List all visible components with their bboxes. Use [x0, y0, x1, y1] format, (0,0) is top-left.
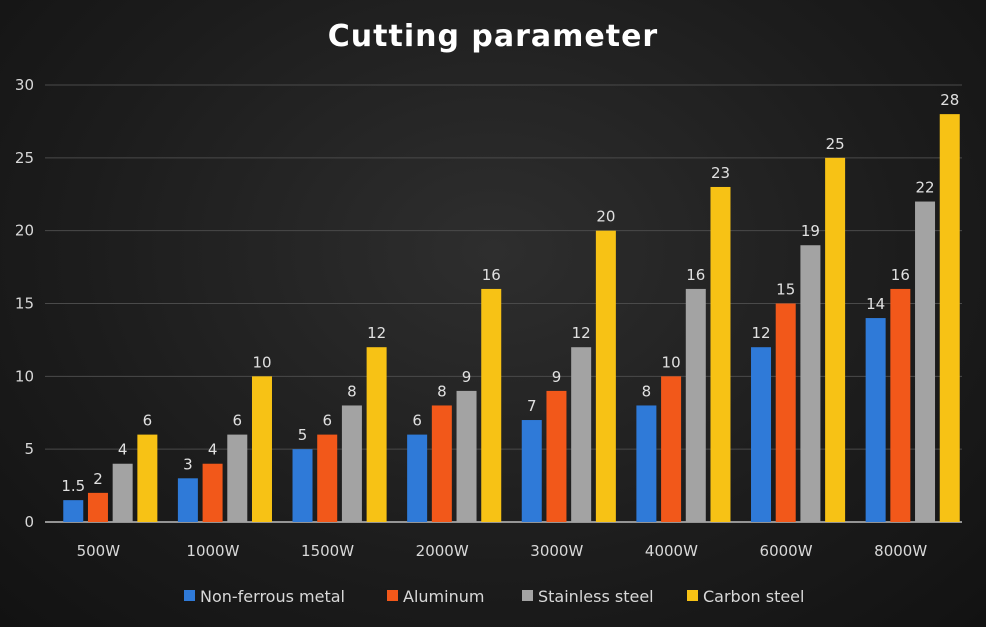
bar-non-ferrous-metal — [636, 405, 657, 522]
data-label: 22 — [915, 179, 934, 197]
x-tick-label: 3000W — [530, 542, 583, 560]
bar-carbon-steel — [366, 347, 387, 522]
bar-aluminum — [317, 434, 338, 522]
data-label: 7 — [527, 397, 537, 415]
legend-swatch — [387, 590, 398, 601]
legend-item: Aluminum — [387, 587, 484, 606]
y-tick-label: 30 — [15, 76, 34, 94]
y-tick-label: 25 — [15, 149, 34, 167]
bar-non-ferrous-metal — [63, 500, 84, 522]
bars: 1.5 2463461056812689167912208101623121519… — [61, 91, 960, 523]
bar-stainless-steel — [800, 245, 821, 522]
y-tick-label: 10 — [15, 367, 34, 385]
bar-stainless-steel — [685, 288, 706, 522]
x-tick-label: 4000W — [645, 542, 698, 560]
bar-non-ferrous-metal — [407, 434, 428, 522]
data-label: 6 — [143, 412, 153, 430]
data-label: 25 — [826, 135, 845, 153]
data-label: 6 — [233, 412, 243, 430]
bar-stainless-steel — [341, 405, 362, 522]
bar-non-ferrous-metal — [521, 420, 542, 522]
data-label: 16 — [482, 266, 501, 284]
bar-stainless-steel — [571, 347, 592, 522]
data-label: 12 — [572, 324, 591, 342]
legend-item: Carbon steel — [687, 587, 804, 606]
legend-swatch — [184, 590, 195, 601]
y-tick-label: 0 — [24, 513, 34, 531]
data-label: 16 — [686, 266, 705, 284]
y-tick-label: 20 — [15, 222, 34, 240]
bar-stainless-steel — [456, 390, 477, 522]
data-label: 10 — [662, 353, 681, 371]
data-label: 2 — [93, 470, 103, 488]
data-label: 10 — [252, 353, 271, 371]
data-label: 9 — [462, 368, 472, 386]
data-label: 8 — [437, 382, 447, 400]
data-label: 8 — [347, 382, 357, 400]
data-label: 19 — [801, 222, 820, 240]
bar-non-ferrous-metal — [751, 347, 772, 522]
legend-item: Stainless steel — [522, 587, 654, 606]
legend-label: Stainless steel — [538, 587, 654, 606]
chart-title: Cutting parameter — [328, 19, 658, 54]
bar-carbon-steel — [939, 114, 960, 522]
y-axis-ticks: 0 5 10 15 20 25 30 — [15, 76, 34, 531]
data-label: 15 — [776, 281, 795, 299]
data-label: 5 — [298, 426, 308, 444]
x-axis-labels: 500W 1000W 1500W 2000W 3000W 4000W 6000W 8000W — [77, 542, 928, 560]
bar-carbon-steel — [825, 157, 846, 523]
data-label: 12 — [751, 324, 770, 342]
legend-label: Carbon steel — [703, 587, 804, 606]
data-label: 9 — [552, 368, 562, 386]
bar-non-ferrous-metal — [865, 318, 886, 522]
bar-aluminum — [775, 303, 796, 522]
x-tick-label: 8000W — [874, 542, 927, 560]
x-tick-label: 1000W — [186, 542, 239, 560]
bar-stainless-steel — [112, 463, 133, 522]
bar-aluminum — [546, 390, 567, 522]
y-tick-label: 15 — [15, 295, 34, 313]
bar-aluminum — [431, 405, 452, 522]
x-tick-label: 2000W — [416, 542, 469, 560]
bar-carbon-steel — [710, 186, 731, 522]
data-label: 14 — [866, 295, 885, 313]
data-label: 8 — [642, 382, 652, 400]
y-tick-label: 5 — [24, 440, 34, 458]
legend-item: Non-ferrous metal — [184, 587, 345, 606]
bar-carbon-steel — [481, 288, 502, 522]
data-label: 6 — [412, 412, 422, 430]
data-label: 1.5 — [61, 477, 85, 495]
bar-carbon-steel — [137, 434, 158, 522]
data-label: 6 — [322, 412, 332, 430]
data-label: 3 — [183, 455, 193, 473]
bar-aluminum — [202, 463, 223, 522]
bar-aluminum — [890, 288, 911, 522]
legend-label: Non-ferrous metal — [200, 587, 345, 606]
data-label: 4 — [208, 441, 218, 459]
bar-stainless-steel — [915, 201, 936, 523]
x-tick-label: 1500W — [301, 542, 354, 560]
x-tick-label: 6000W — [760, 542, 813, 560]
data-label: 16 — [891, 266, 910, 284]
data-label: 28 — [940, 91, 959, 109]
data-label: 20 — [596, 208, 615, 226]
legend-swatch — [522, 590, 533, 601]
bar-aluminum — [661, 376, 682, 522]
bar-non-ferrous-metal — [177, 478, 198, 522]
bar-stainless-steel — [227, 434, 248, 522]
x-tick-label: 500W — [77, 542, 121, 560]
data-label: 4 — [118, 441, 128, 459]
data-label: 12 — [367, 324, 386, 342]
legend: Non-ferrous metal Aluminum Stainless steel… — [184, 587, 804, 606]
legend-label: Aluminum — [403, 587, 484, 606]
legend-swatch — [687, 590, 698, 601]
data-label: 23 — [711, 164, 730, 182]
bar-carbon-steel — [251, 376, 272, 522]
bar-aluminum — [87, 492, 108, 522]
bar-carbon-steel — [595, 230, 616, 522]
bar-non-ferrous-metal — [292, 449, 313, 522]
